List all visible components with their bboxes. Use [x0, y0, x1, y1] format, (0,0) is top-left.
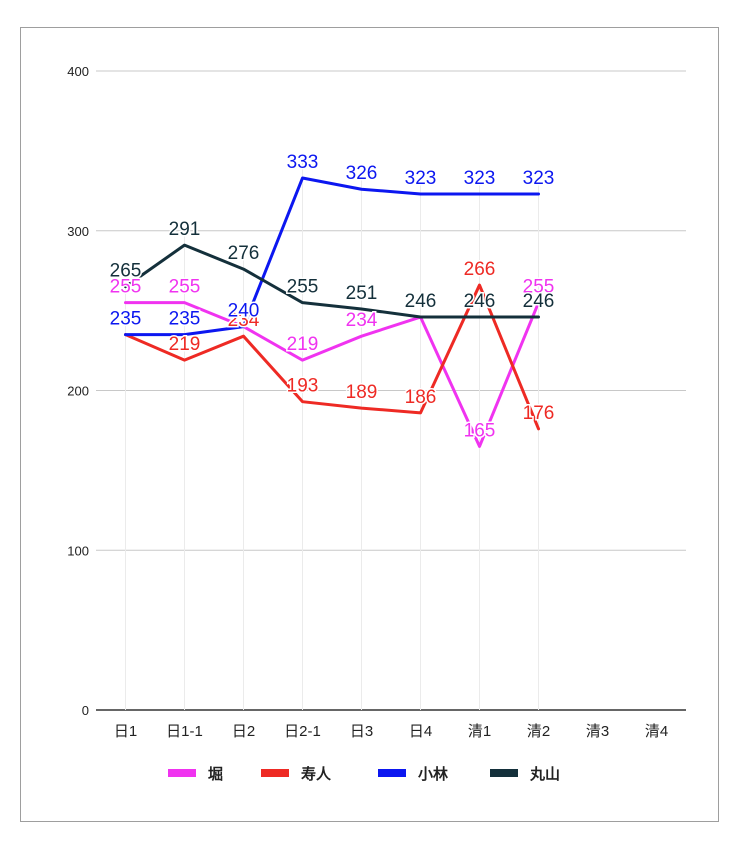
legend-label-1: 堀 [208, 766, 223, 783]
data-label: 251 [346, 283, 378, 304]
data-label: 246 [523, 291, 555, 312]
data-label: 323 [523, 168, 555, 189]
line-chart: 0 100 200 300 400 日1 日1-1 日2 日2-1 日3 日4 清1 清2 清3 清4 25… [67, 64, 686, 783]
y-tick-label: 200 [67, 384, 89, 399]
data-label: 186 [405, 387, 437, 408]
x-tick-label: 日2-1 [284, 723, 321, 740]
data-label: 165 [464, 420, 496, 441]
series-line-3 [124, 176, 540, 337]
data-label: 255 [287, 277, 319, 298]
data-label: 255 [169, 277, 201, 298]
legend-swatch-1 [168, 769, 196, 777]
series-line-2 [124, 283, 540, 431]
data-label: 326 [346, 163, 378, 184]
data-label: 255 [110, 277, 142, 298]
data-label: 265 [110, 261, 142, 282]
data-label: 219 [287, 334, 319, 355]
data-label: 235 [169, 309, 201, 330]
x-tick-label: 清2 [527, 723, 550, 740]
x-tick-label: 日2 [232, 723, 255, 740]
data-label: 234 [228, 310, 260, 331]
data-label: 246 [464, 291, 496, 312]
data-label: 333 [287, 152, 319, 173]
data-label: 276 [228, 243, 260, 264]
legend-swatch-3 [378, 769, 406, 777]
data-label: 240 [228, 301, 260, 322]
y-tick-label: 300 [67, 224, 89, 239]
y-tick-label: 400 [67, 64, 89, 79]
x-tick-label: 清3 [586, 723, 609, 740]
legend-label-4: 丸山 [529, 765, 560, 783]
data-label: 246 [405, 291, 437, 312]
data-label: 189 [346, 382, 378, 403]
y-tick-label: 0 [82, 703, 89, 718]
series-line-1 [124, 301, 540, 448]
data-label: 255 [523, 277, 555, 298]
x-tick-label: 清4 [645, 723, 668, 740]
x-tick-label: 日1 [114, 723, 137, 740]
data-label: 234 [346, 310, 378, 331]
legend-swatch-4 [490, 769, 518, 777]
legend-swatch-2 [261, 769, 289, 777]
x-tick-label: 清1 [468, 723, 491, 740]
data-label: 323 [464, 168, 496, 189]
data-label: 176 [523, 403, 555, 424]
chart-frame: 0 100 200 300 400 日1 日1-1 日2 日2-1 日3 日4 清1 清2 清3 清4 25… [20, 27, 719, 822]
data-label: 193 [287, 376, 319, 397]
legend-label-3: 小林 [418, 765, 449, 783]
x-tick-label: 日4 [409, 723, 432, 740]
series-line-4 [124, 243, 540, 319]
data-label: 323 [405, 168, 437, 189]
data-label: 266 [464, 259, 496, 280]
data-label: 235 [110, 309, 142, 330]
legend-label-2: 寿人 [301, 765, 332, 783]
x-tick-label: 日3 [350, 723, 373, 740]
data-label: 291 [169, 219, 201, 240]
x-tick-label: 日1-1 [166, 723, 203, 740]
data-label: 219 [169, 334, 201, 355]
y-tick-label: 100 [67, 543, 89, 558]
